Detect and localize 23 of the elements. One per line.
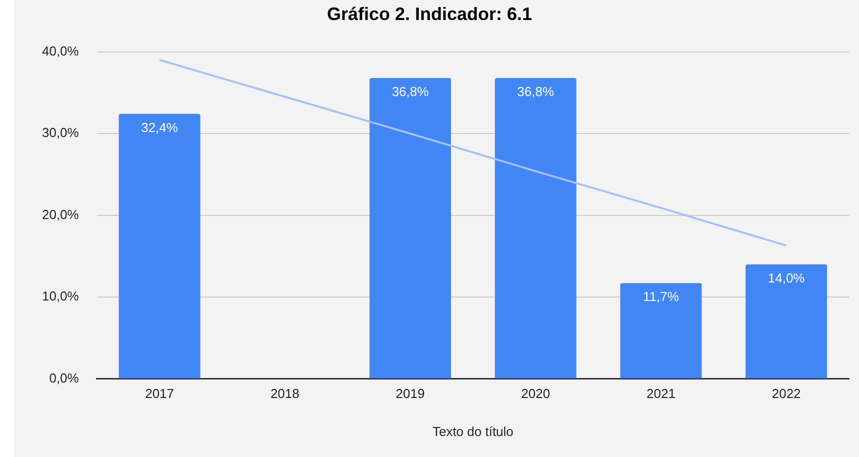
x-tick-label: 2021 [646, 386, 676, 402]
data-label: 36,8% [517, 84, 554, 100]
y-tick-label: 20,0% [42, 206, 80, 222]
data-label: 32,4% [141, 120, 178, 136]
bar [746, 264, 828, 378]
y-tick-label: 30,0% [42, 125, 80, 140]
x-tick-label: 2020 [521, 386, 550, 402]
x-tick-label: 2022 [772, 386, 801, 402]
x-axis-title: Texto do título [432, 424, 514, 439]
data-label: 11,7% [643, 289, 680, 304]
bar [118, 114, 200, 378]
y-tick-label: 0,0% [49, 370, 80, 386]
bar [494, 78, 576, 378]
x-tick-label: 2017 [145, 386, 174, 402]
x-tick-label: 2018 [270, 386, 300, 402]
bar [620, 283, 702, 378]
y-tick-label: 40,0% [42, 43, 80, 58]
data-label: 14,0% [768, 270, 806, 286]
bar [370, 78, 451, 378]
y-tick-label: 10,0% [42, 288, 80, 304]
data-label: 36,8% [392, 84, 430, 100]
chart-title: Gráfico 2. Indicador: 6.1 [326, 4, 534, 25]
x-tick-label: 2019 [396, 386, 425, 402]
